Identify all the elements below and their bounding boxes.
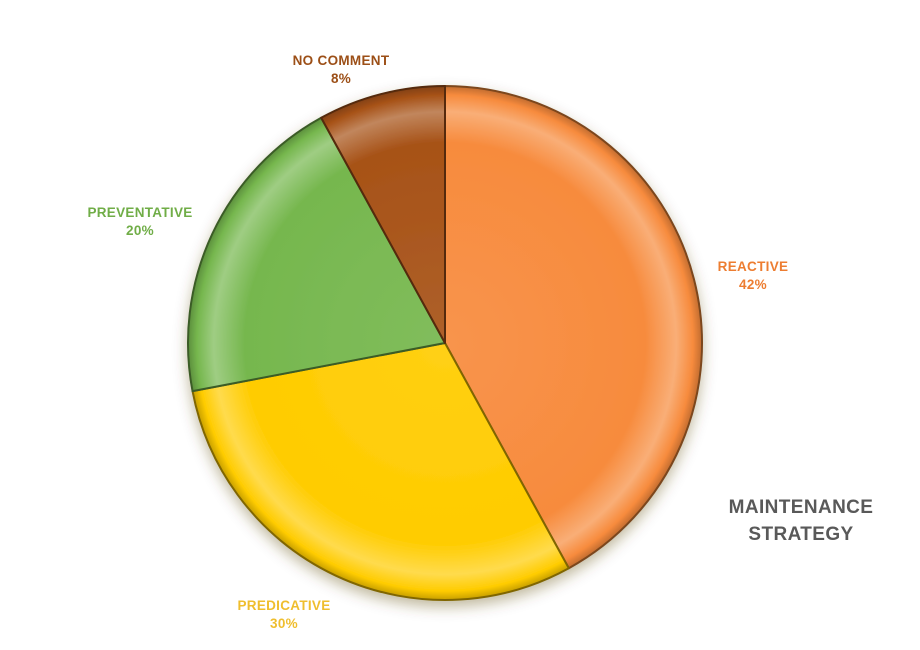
label-preventative-pct: 20% — [126, 222, 154, 238]
label-preventative-name: PREVENTATIVE — [87, 205, 193, 220]
label-no-comment: NO COMMENT 8% — [241, 52, 441, 88]
chart-title: MAINTENANCE STRATEGY — [728, 497, 874, 545]
label-reactive: REACTIVE 42% — [653, 258, 853, 294]
label-predicative-pct: 30% — [270, 615, 298, 631]
label-predicative-name: PREDICATIVE — [237, 598, 331, 613]
label-reactive-name: REACTIVE — [717, 259, 789, 274]
label-no-comment-name: NO COMMENT — [292, 53, 390, 68]
pie-slice-preventative — [187, 116, 446, 393]
label-no-comment-pct: 8% — [330, 70, 352, 86]
label-preventative: PREVENTATIVE 20% — [40, 204, 240, 240]
pie-slice-no-comment — [320, 85, 446, 344]
label-reactive-pct: 42% — [739, 276, 767, 292]
pie-slice-predicative — [191, 342, 570, 601]
label-predicative: PREDICATIVE 30% — [184, 597, 384, 633]
pie-slice-reactive — [444, 85, 703, 570]
